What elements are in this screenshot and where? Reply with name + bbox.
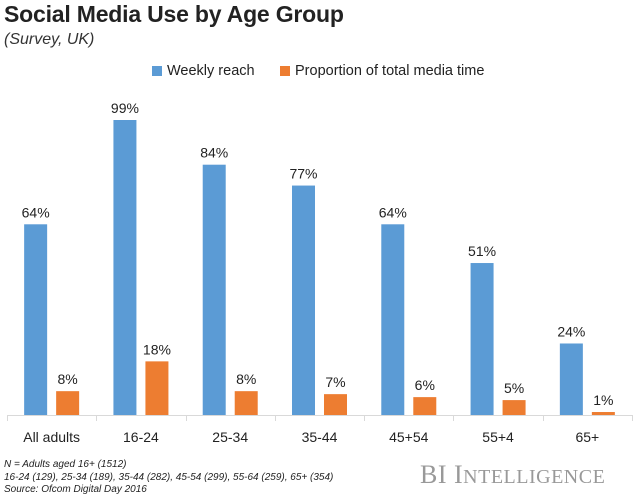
chart-subtitle: (Survey, UK) (4, 31, 95, 48)
legend: Weekly reach Proportion of total media t… (0, 63, 640, 83)
category-label: 35-44 (302, 429, 338, 445)
data-label: 24% (557, 323, 585, 339)
category-label: 55+4 (482, 429, 514, 445)
bar-weekly-reach (24, 224, 48, 415)
category-label: 45+54 (389, 429, 429, 445)
legend-item-media-time: Proportion of total media time (280, 63, 484, 79)
bar-weekly-reach (292, 185, 315, 415)
bi-intelligence-logo: BI INTELLIGENCE (420, 460, 605, 490)
bar-media-time (56, 391, 80, 415)
bar-media-time (234, 391, 258, 415)
data-label: 18% (143, 341, 171, 357)
footnote-sample-size: N = Adults aged 16+ (1512) (4, 459, 127, 470)
data-label: 6% (415, 377, 435, 393)
data-label: 64% (22, 204, 50, 220)
x-axis (7, 415, 633, 421)
category-label: 25-34 (212, 429, 248, 445)
bars (24, 120, 615, 415)
bar-weekly-reach (202, 164, 226, 415)
bar-chart: 64% 8% 99% 18% 84% 8% 77% 7% 64% 6% 51% 5% 24% 1% All… (7, 100, 633, 445)
data-label: 8% (236, 371, 256, 387)
data-label: 99% (111, 100, 139, 116)
data-labels: 64% 8% 99% 18% 84% 8% 77% 7% 64% 6% 51% 5% 24% 1% (22, 100, 614, 408)
data-label: 8% (58, 371, 78, 387)
bar-weekly-reach (113, 120, 137, 415)
bar-media-time (591, 412, 615, 415)
bar-weekly-reach (470, 263, 494, 415)
bar-weekly-reach (381, 224, 405, 415)
logo-rest: NTELLIGENCE (463, 466, 606, 488)
data-label: 77% (289, 166, 317, 182)
footnote-source: Source: Ofcom Digital Day 2016 (4, 484, 147, 495)
category-label: All adults (23, 429, 80, 445)
data-label: 5% (504, 380, 524, 396)
legend-swatch-media-time (280, 66, 290, 76)
logo-initial: I (454, 460, 464, 489)
data-label: 51% (468, 243, 496, 259)
footnotes: N = Adults aged 16+ (1512) 16-24 (129), … (4, 459, 333, 497)
legend-label-weekly-reach: Weekly reach (167, 63, 255, 79)
category-label: 16-24 (123, 429, 159, 445)
chart-title: Social Media Use by Age Group (4, 1, 344, 27)
logo-bi: BI (420, 460, 447, 489)
data-label: 7% (325, 374, 345, 390)
bar-media-time (145, 361, 169, 415)
data-label: 84% (200, 145, 228, 161)
legend-swatch-weekly-reach (152, 66, 162, 76)
bar-media-time (502, 400, 526, 415)
category-label: 65+ (575, 429, 599, 445)
footnote-group-sizes: 16-24 (129), 25-34 (189), 35-44 (282), 4… (4, 471, 334, 483)
bar-media-time (413, 397, 437, 415)
legend-label-media-time: Proportion of total media time (295, 63, 485, 79)
data-label: 64% (379, 204, 407, 220)
bar-weekly-reach (559, 343, 583, 415)
legend-item-weekly-reach: Weekly reach (152, 63, 255, 79)
category-labels: All adults 16-24 25-34 35-44 45+54 55+4 65+ (23, 429, 599, 445)
bar-media-time (324, 394, 347, 415)
data-label: 1% (593, 392, 613, 408)
